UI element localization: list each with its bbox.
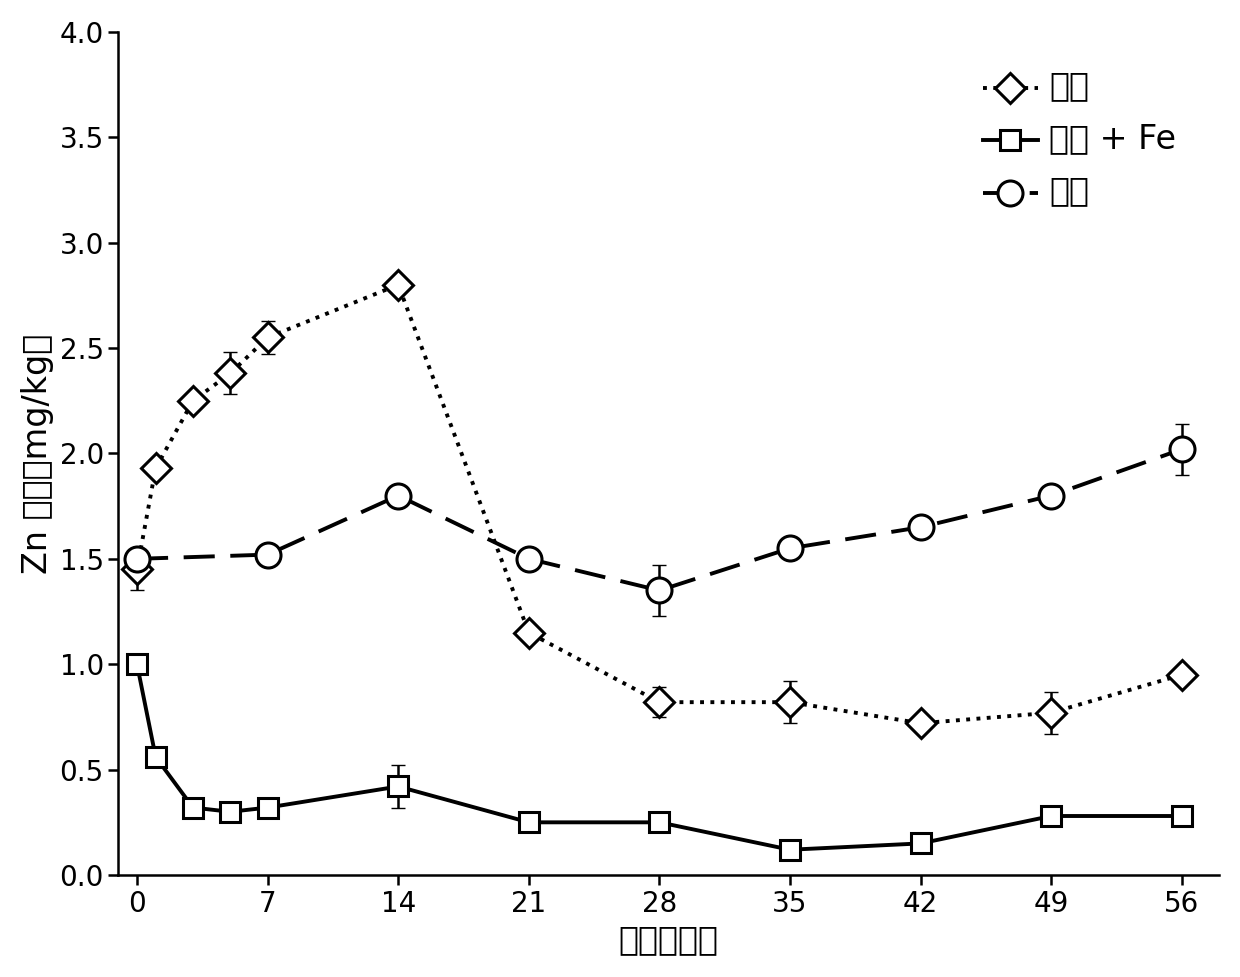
X-axis label: 时间（天）: 时间（天） xyxy=(619,923,719,956)
Y-axis label: Zn 浓度（mg/kg）: Zn 浓度（mg/kg） xyxy=(21,333,53,573)
Legend: 修复, 修复 + Fe, 原始: 修复, 修复 + Fe, 原始 xyxy=(968,56,1190,222)
